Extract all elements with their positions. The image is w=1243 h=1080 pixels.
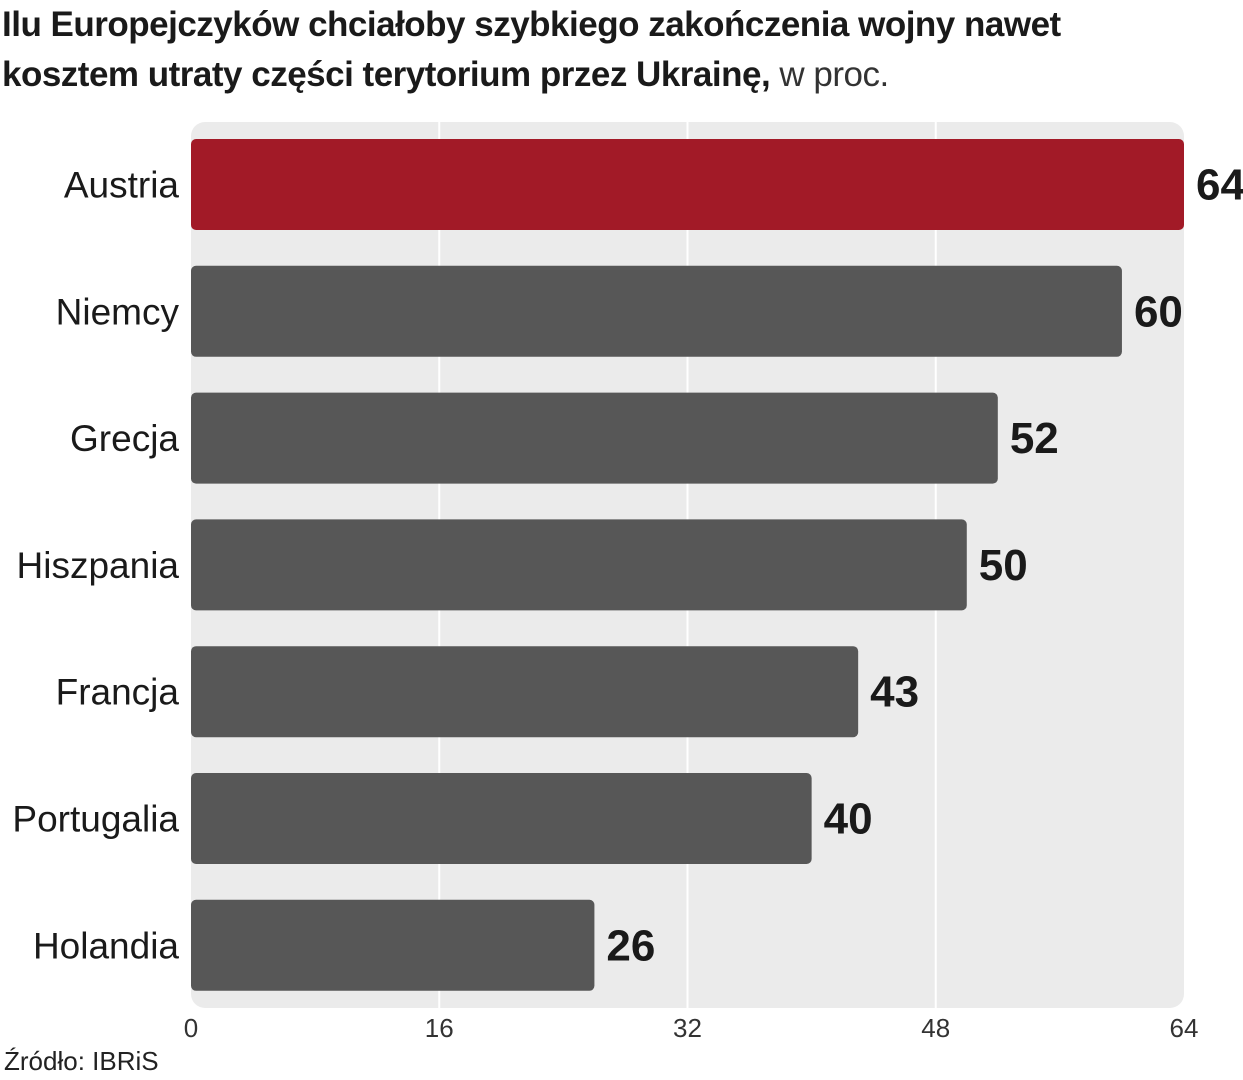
x-tick-label: 32 [673,1013,702,1043]
bar [191,519,967,611]
bar [191,646,859,738]
chart-title: Ilu Europejczyków chciałoby szybkiego za… [2,0,1202,100]
bar [191,392,998,484]
x-tick-label: 64 [1170,1013,1199,1043]
chart-title-main: Ilu Europejczyków chciałoby szybkiego za… [2,5,1061,94]
value-label: 50 [979,541,1028,590]
bar [191,899,595,991]
value-label: 52 [1010,414,1059,463]
category-label: Austria [64,165,180,206]
value-label: 60 [1134,287,1183,336]
bar [191,773,812,864]
value-label: 40 [824,795,873,844]
category-label: Francja [56,672,180,713]
x-tick-label: 16 [425,1013,454,1043]
x-tick-label: 48 [921,1013,950,1043]
bar [191,265,1122,357]
source-note: Źródło: IBRiS [4,1046,159,1076]
category-label: Holandia [33,925,179,966]
category-label: Portugalia [12,799,179,840]
x-tick-label: 0 [184,1013,198,1043]
category-label: Hiszpania [17,545,180,586]
bar [191,139,1184,230]
value-label: 43 [870,668,919,717]
value-label: 64 [1196,161,1243,210]
category-label: Niemcy [56,291,180,332]
chart-title-unit: w proc. [779,55,889,94]
value-label: 26 [606,921,655,970]
category-label: Grecja [70,418,179,459]
